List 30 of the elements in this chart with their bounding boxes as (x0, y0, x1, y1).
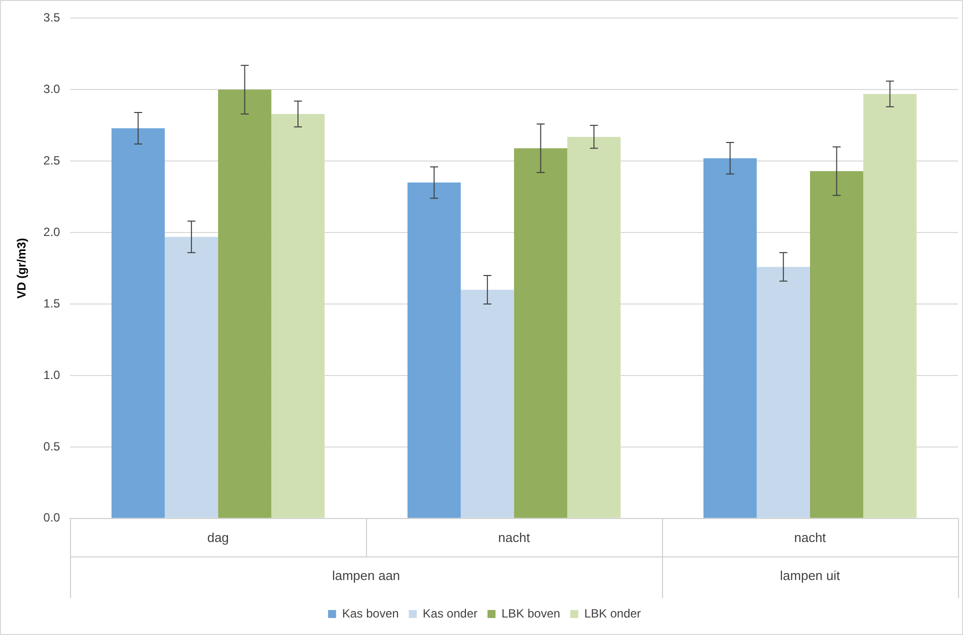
bar (271, 114, 325, 518)
bar (514, 148, 568, 518)
bar (407, 182, 461, 518)
x-tick-label: nacht (794, 530, 826, 545)
legend-label: LBK boven (501, 606, 560, 620)
bar (810, 171, 864, 518)
y-axis-title: VD (gr/m3) (14, 238, 29, 299)
legend-label: LBK onder (584, 606, 641, 620)
y-tick-label: 0.0 (43, 510, 60, 525)
legend-label: Kas onder (422, 606, 478, 620)
bar (567, 136, 621, 518)
y-tick-label: 1.5 (43, 296, 60, 310)
bar (218, 90, 272, 518)
text: lampen uit (780, 568, 840, 583)
text: lampen aan (332, 568, 400, 583)
bar (112, 128, 165, 518)
legend-label: Kas boven (342, 606, 399, 620)
y-tick-label: 1.0 (43, 368, 60, 382)
y-tick-label: 0.5 (43, 439, 60, 454)
bar (756, 266, 810, 518)
bar (460, 290, 514, 518)
y-tick-label: 2.5 (43, 153, 60, 168)
y-tick-label: 2.0 (43, 224, 60, 239)
bar (164, 236, 218, 518)
bar (703, 158, 757, 518)
y-tick-label: 3.0 (43, 82, 60, 96)
x-tick-label: nacht (498, 530, 530, 545)
bar (863, 94, 917, 518)
y-tick-label: 3.5 (43, 10, 60, 25)
x-tick-label: dag (207, 530, 229, 545)
